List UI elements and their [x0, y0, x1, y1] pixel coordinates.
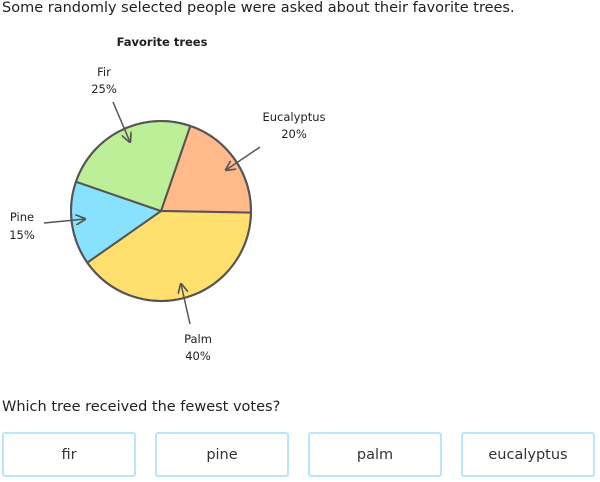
value-pine: 15%: [9, 228, 35, 242]
arrow-pine: [43, 219, 85, 223]
answer-palm-button[interactable]: palm: [308, 432, 442, 477]
answer-pine-button[interactable]: pine: [155, 432, 289, 477]
answer-fir-button[interactable]: fir: [2, 432, 136, 477]
prompt-text: Some randomly selected people were asked…: [2, 0, 515, 16]
arrow-eucalyptus: [226, 146, 261, 170]
value-fir: 25%: [91, 82, 117, 96]
chart-title: Favorite trees: [117, 35, 208, 49]
answer-eucalyptus-button[interactable]: eucalyptus: [461, 432, 595, 477]
label-fir: Fir: [97, 65, 111, 79]
arrow-fir: [112, 101, 130, 142]
arrow-palm: [181, 284, 191, 325]
value-palm: 40%: [185, 349, 211, 363]
value-eucalyptus: 20%: [281, 127, 307, 141]
question-text: Which tree received the fewest votes?: [2, 399, 281, 415]
label-pine: Pine: [10, 210, 34, 224]
label-palm: Palm: [184, 332, 212, 346]
pie-chart: Favorite trees Fir 25% Eucalyptus 20% Pi…: [9, 35, 325, 363]
label-eucalyptus: Eucalyptus: [262, 110, 325, 124]
